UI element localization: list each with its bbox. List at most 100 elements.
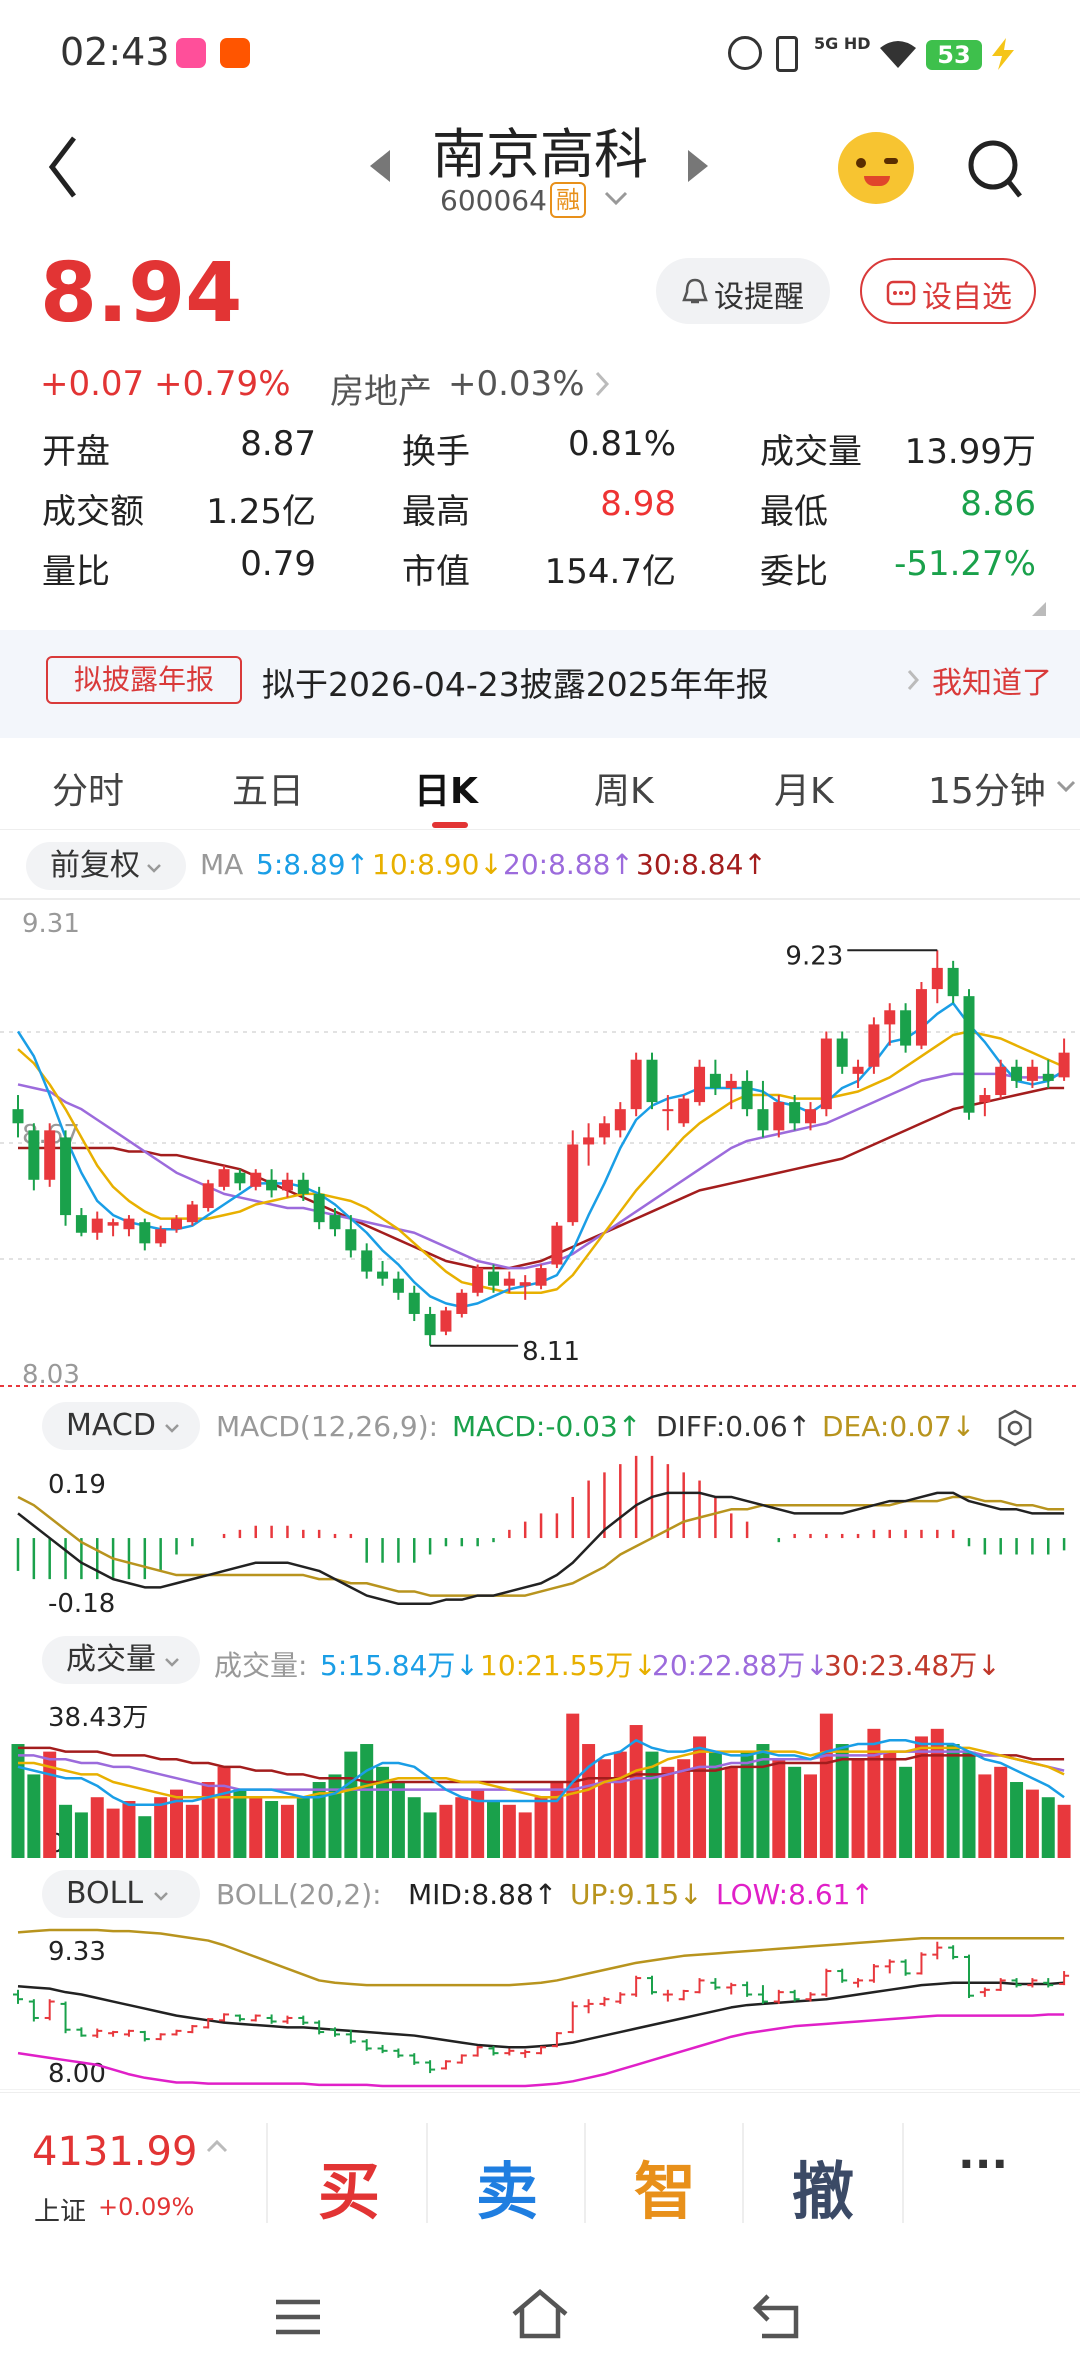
annual-report-notice: 拟披露年报 拟于2026-04-23披露2025年年报 我知道了: [0, 630, 1080, 738]
tab-intraday[interactable]: 分时: [52, 771, 125, 812]
ma10-line: [17, 1030, 1065, 1295]
candle-body: [440, 1310, 452, 1332]
volume-bar: [233, 1789, 247, 1858]
candle-body: [789, 1102, 801, 1124]
buy-button[interactable]: 买: [318, 2155, 381, 2228]
home-icon[interactable]: [510, 2288, 570, 2340]
candle-body: [234, 1172, 246, 1184]
boll-up-line: [17, 1928, 1065, 1987]
volume-bar: [90, 1797, 104, 1858]
expand-corner-icon[interactable]: [1030, 600, 1048, 618]
wifi-icon: [880, 41, 916, 68]
volume-ma5-line: [17, 1738, 1065, 1807]
vol-ma10-legend: 10:21.55万↓: [480, 1644, 657, 1684]
volume-bar: [962, 1751, 976, 1858]
set-reminder-button[interactable]: 设提醒: [656, 258, 830, 324]
boll-selector[interactable]: BOLL: [42, 1870, 200, 1918]
mascot-avatar-icon[interactable]: [838, 132, 914, 204]
boll-label: BOLL: [66, 1876, 144, 1911]
macd-y-min: -0.18: [48, 1589, 115, 1619]
index-quote[interactable]: 4131.99 上证 +0.09%: [0, 2093, 264, 2263]
sell-button[interactable]: 卖: [476, 2155, 539, 2228]
more-button[interactable]: ···: [958, 2139, 1009, 2190]
volume-bar: [59, 1804, 73, 1858]
ma30-arrow: ↑: [743, 848, 767, 881]
boll-low-value: LOW:8.61: [716, 1878, 851, 1911]
prev-stock-icon[interactable]: [366, 146, 392, 186]
chat-dots-icon: [886, 280, 916, 306]
field-value-volume: 13.99万: [904, 432, 1036, 472]
cancel-order-button[interactable]: 撤: [792, 2155, 855, 2228]
search-icon[interactable]: [966, 138, 1024, 202]
kline-y-max: 9.31: [22, 909, 80, 939]
chevron-down-icon[interactable]: [604, 190, 628, 208]
sector-name[interactable]: 房地产: [330, 372, 432, 412]
candle-body: [614, 1109, 626, 1131]
candle-body: [868, 1024, 880, 1067]
tab-five-day[interactable]: 五日: [232, 771, 305, 812]
macd-selector[interactable]: MACD: [42, 1402, 200, 1450]
field-label-low: 最低: [760, 492, 828, 532]
settings-hexagon-icon[interactable]: [996, 1408, 1034, 1448]
divider: [266, 2123, 268, 2223]
bilibili-notification-icon: [176, 38, 206, 68]
tab-daily-k[interactable]: 日K: [414, 771, 478, 812]
next-stock-icon[interactable]: [686, 146, 712, 186]
sector-change: +0.03%: [448, 364, 585, 404]
vol-ma30-arrow: ↓: [977, 1649, 1001, 1682]
candle-body: [1058, 1052, 1070, 1078]
divider: [584, 2123, 586, 2223]
chevron-down-icon[interactable]: [1056, 780, 1076, 794]
dismiss-notice-button[interactable]: 我知道了: [932, 666, 1052, 701]
candle-body: [139, 1222, 151, 1244]
vol-ma30-legend: 30:23.48万↓: [824, 1644, 1001, 1684]
adjust-selector[interactable]: 前复权: [26, 842, 186, 890]
candle-body: [947, 967, 959, 997]
candle-body: [123, 1218, 135, 1230]
volume-bar: [43, 1751, 57, 1858]
kline-chart-area[interactable]: 9.318.678.039.238.110.19-0.1838.43万09.33…: [0, 880, 1080, 2090]
candle-body: [551, 1225, 563, 1265]
back-icon[interactable]: [44, 132, 84, 202]
volume-bar: [1025, 1789, 1039, 1858]
volume-bar: [185, 1804, 199, 1858]
vol-ma10-value: 10:21.55万: [480, 1649, 634, 1682]
volume-bar: [693, 1736, 707, 1858]
add-watchlist-button[interactable]: 设自选: [860, 258, 1036, 324]
diff-value: DIFF:0.06: [656, 1410, 788, 1443]
volume-bar: [1057, 1804, 1071, 1858]
high-marker-label: 9.23: [785, 941, 843, 971]
volume-selector[interactable]: 成交量: [42, 1636, 200, 1684]
stock-code: 600064: [440, 184, 547, 217]
dea-value: DEA:0.07: [822, 1410, 952, 1443]
menu-icon[interactable]: [274, 2296, 322, 2338]
volume-bar: [312, 1782, 326, 1858]
chevron-right-icon[interactable]: [594, 370, 610, 398]
macd-y-max: 0.19: [48, 1470, 106, 1500]
tab-monthly-k[interactable]: 月K: [774, 771, 834, 812]
candle-body: [836, 1038, 848, 1067]
smart-button[interactable]: 智: [634, 2155, 697, 2228]
chevron-down-icon: [147, 864, 161, 873]
volume-bar: [597, 1759, 611, 1858]
ma30-value: 30:8.84: [636, 848, 744, 881]
candle-body: [408, 1292, 420, 1314]
candle-body: [583, 1137, 595, 1145]
tab-weekly-k[interactable]: 周K: [594, 771, 654, 812]
margin-badge: 融: [550, 182, 586, 218]
volume-bar: [708, 1751, 722, 1858]
volume-bar: [265, 1801, 279, 1858]
tab-15-minute[interactable]: 15分钟: [928, 771, 1046, 812]
boll-mid-legend: MID:8.88↑: [408, 1878, 557, 1911]
volume-prefix: 成交量:: [214, 1649, 308, 1682]
dea-arrow: ↓: [951, 1410, 976, 1443]
back-nav-icon[interactable]: [752, 2292, 804, 2340]
field-value-open: 8.87: [240, 424, 316, 464]
field-label-volume-ratio: 量比: [42, 552, 110, 592]
volume-bar: [249, 1797, 263, 1858]
candle-body: [662, 1109, 674, 1112]
chevron-down-icon: [154, 1892, 168, 1901]
field-value-high: 8.98: [600, 484, 676, 524]
volume-bar: [914, 1736, 928, 1858]
volume-bar: [724, 1766, 738, 1858]
